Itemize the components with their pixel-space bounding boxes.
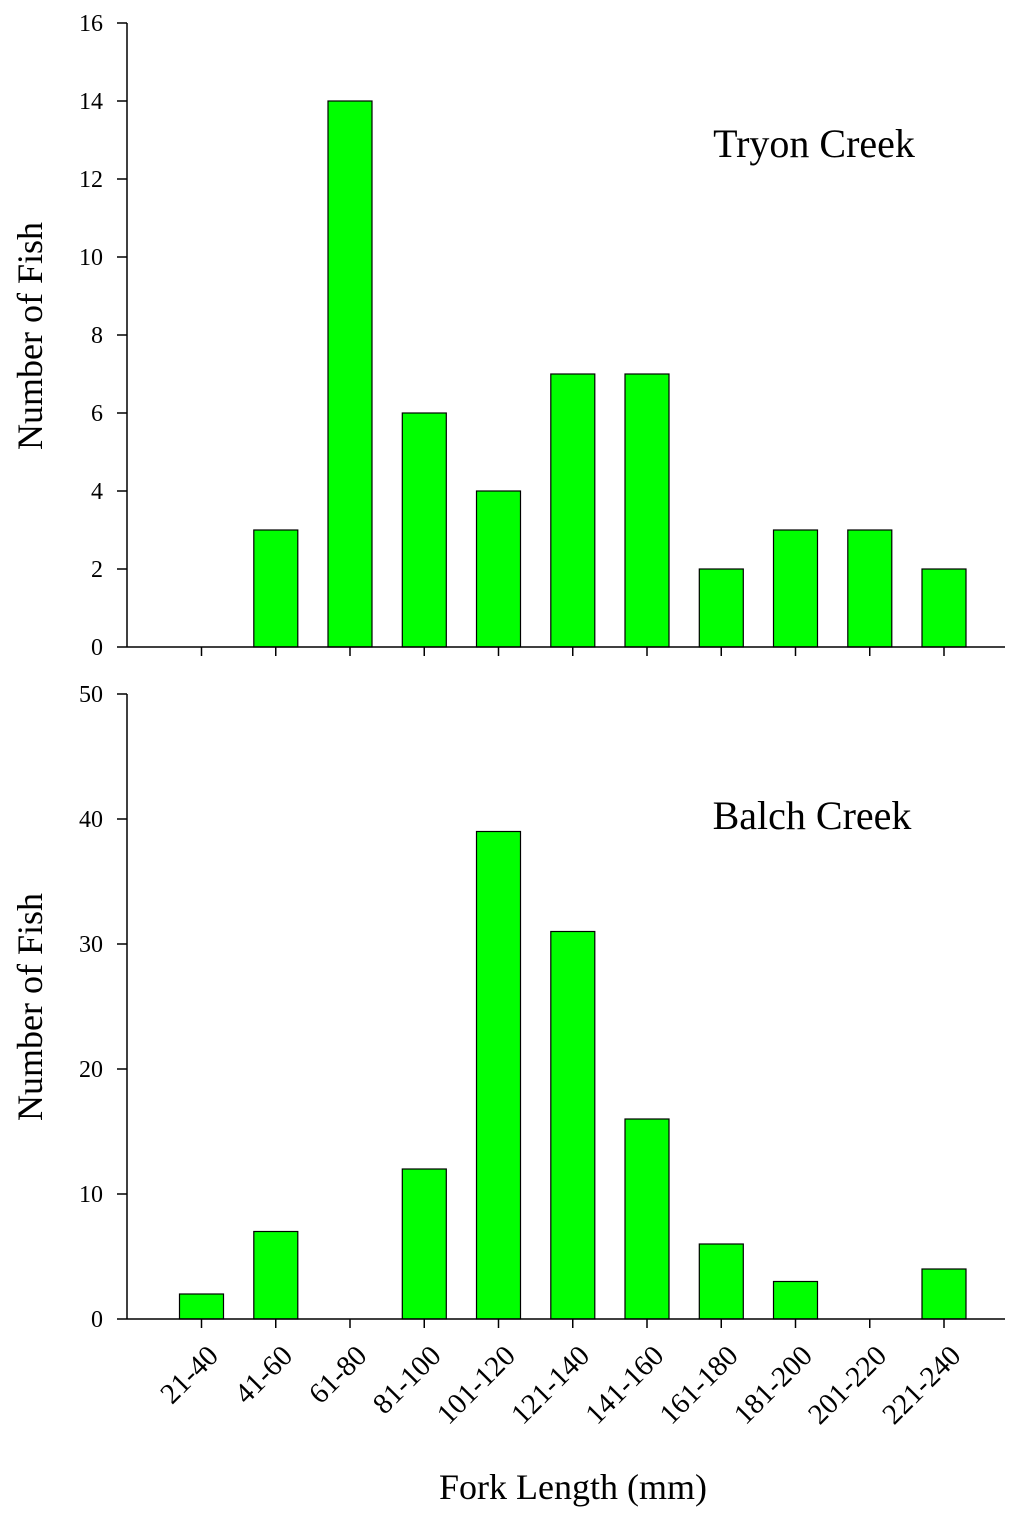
tryon-y-tick-label-8: 8 bbox=[91, 323, 103, 349]
balch-y-axis-title: Number of Fish bbox=[10, 893, 50, 1121]
balch-bar-121-140 bbox=[550, 930, 596, 1320]
x-category-label-141-160: 141-160 bbox=[579, 1340, 670, 1431]
x-category-label-181-200: 181-200 bbox=[728, 1340, 819, 1431]
x-axis-title: Fork Length (mm) bbox=[439, 1467, 707, 1507]
balch-bar-161-180 bbox=[698, 1243, 744, 1320]
x-category-label-41-60: 41-60 bbox=[229, 1340, 299, 1410]
tryon-y-tick-label-4: 4 bbox=[91, 479, 103, 505]
balch-y-tick-label-50: 50 bbox=[79, 682, 103, 708]
tryon-bar-101-120 bbox=[475, 490, 522, 648]
balch-y-tick-label-40: 40 bbox=[79, 807, 103, 833]
tryon-y-tick-label-14: 14 bbox=[79, 89, 103, 115]
tryon-y-tick-label-0: 0 bbox=[91, 635, 103, 661]
x-category-label-221-240: 221-240 bbox=[876, 1340, 967, 1431]
balch-bar-21-40 bbox=[178, 1293, 225, 1320]
balch-creek-panel: 0 10 20 30 40 50 Balch Creek Number of Fish 2… bbox=[10, 682, 1005, 1507]
tryon-bar-41-60 bbox=[253, 529, 299, 648]
tryon-bar-81-100 bbox=[401, 412, 447, 648]
tryon-panel-label: Tryon Creek bbox=[713, 121, 915, 166]
x-category-label-101-120: 101-120 bbox=[431, 1340, 522, 1431]
tryon-x-ticks bbox=[200, 647, 945, 656]
x-category-label-201-220: 201-220 bbox=[802, 1340, 893, 1431]
balch-bar-41-60 bbox=[253, 1230, 299, 1320]
balch-y-tick-label-20: 20 bbox=[79, 1057, 103, 1083]
tryon-y-ticks: 0 2 4 6 8 10 12 14 16 bbox=[79, 11, 127, 661]
balch-y-tick-label-10: 10 bbox=[79, 1182, 103, 1208]
balch-bar-221-240 bbox=[921, 1268, 967, 1320]
x-category-label-61-80: 61-80 bbox=[303, 1340, 373, 1410]
balch-y-ticks: 0 10 20 30 40 50 bbox=[79, 682, 127, 1333]
tryon-y-tick-label-6: 6 bbox=[91, 401, 103, 427]
tryon-bar-161-180 bbox=[698, 568, 744, 648]
tryon-bar-201-220 bbox=[847, 529, 893, 648]
tryon-y-tick-label-2: 2 bbox=[91, 557, 103, 583]
tryon-bar-61-80 bbox=[327, 100, 373, 648]
balch-bar-101-120 bbox=[475, 830, 522, 1320]
tryon-bar-141-160 bbox=[624, 373, 670, 648]
balch-y-tick-label-30: 30 bbox=[79, 932, 103, 958]
balch-x-ticks bbox=[200, 1319, 945, 1328]
balch-category-labels: 21-40 41-60 61-8081-100101-120121-140141-1… bbox=[154, 1340, 967, 1431]
x-category-label-161-180: 161-180 bbox=[654, 1340, 745, 1431]
tryon-bars bbox=[253, 100, 967, 648]
x-category-label-21-40: 21-40 bbox=[154, 1340, 224, 1410]
tryon-creek-panel: 0 2 4 6 8 10 12 14 16 Tryon Creek Number of Fish bbox=[10, 11, 1005, 661]
balch-bar-141-160 bbox=[624, 1118, 670, 1320]
balch-panel-label: Balch Creek bbox=[713, 793, 912, 838]
tryon-bar-181-200 bbox=[772, 529, 819, 648]
tryon-bar-221-240 bbox=[921, 568, 967, 648]
balch-bar-81-100 bbox=[401, 1168, 447, 1320]
tryon-bar-121-140 bbox=[550, 373, 596, 648]
balch-bar-181-200 bbox=[772, 1280, 819, 1320]
tryon-y-tick-label-12: 12 bbox=[79, 167, 103, 193]
balch-bars bbox=[178, 830, 967, 1320]
x-category-label-121-140: 121-140 bbox=[505, 1340, 596, 1431]
tryon-y-axis-title: Number of Fish bbox=[10, 222, 50, 450]
tryon-y-tick-label-16: 16 bbox=[79, 11, 103, 37]
balch-y-tick-label-0: 0 bbox=[91, 1307, 103, 1333]
tryon-y-tick-label-10: 10 bbox=[79, 245, 103, 271]
